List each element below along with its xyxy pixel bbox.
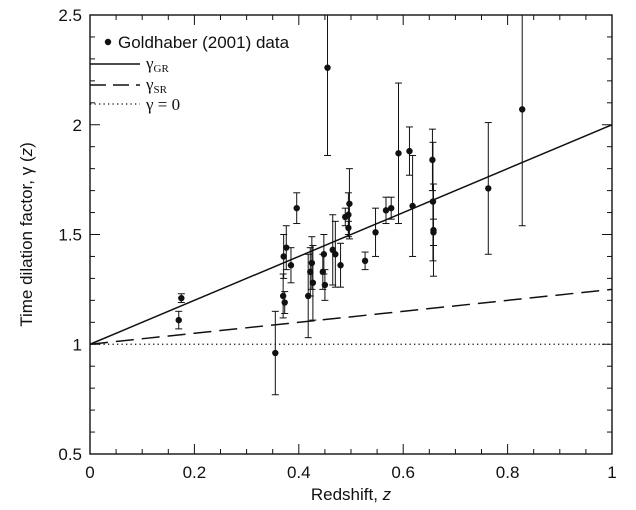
data-point	[175, 310, 183, 330]
legend: Goldhaber (2001) data γGR γSR γ = 0	[90, 33, 290, 114]
data-point	[428, 128, 436, 192]
data-point	[293, 192, 301, 225]
data-marker	[309, 279, 317, 286]
data-point	[429, 141, 437, 262]
data-marker	[283, 244, 290, 251]
data-point	[372, 207, 380, 257]
data-point	[345, 168, 353, 240]
data-marker	[337, 262, 344, 269]
y-axis-label: Time dilation factor, γ (z)	[17, 142, 36, 327]
data-marker	[175, 316, 182, 324]
data-marker	[279, 292, 287, 300]
data-marker	[308, 259, 316, 267]
x-tick-label: 1	[607, 463, 616, 482]
y-tick-label: 1	[73, 335, 82, 354]
x-tick-label: 0	[85, 463, 94, 482]
legend-label-gr: γGR	[145, 54, 169, 75]
data-point	[405, 126, 413, 176]
data-point	[361, 251, 369, 271]
data-marker	[272, 349, 279, 357]
data-point	[287, 247, 295, 284]
y-tick-label: 0.5	[58, 445, 82, 464]
tick-labels: 0 0.2 0.4 0.6 0.8 1 0.5 1 1.5 2 2.5	[58, 6, 616, 482]
data-marker	[429, 198, 437, 205]
data-point	[429, 183, 437, 277]
data-point	[320, 234, 328, 275]
x-tick-label: 0.2	[183, 463, 207, 482]
data-marker	[519, 106, 526, 113]
data-marker	[361, 257, 369, 265]
data-point	[344, 220, 352, 235]
data-marker	[178, 294, 185, 302]
data-marker	[345, 211, 352, 218]
gamma-sr-line	[90, 288, 612, 345]
data-marker	[430, 226, 437, 234]
data-marker	[372, 229, 379, 236]
data-marker	[281, 299, 288, 306]
data-marker	[382, 207, 390, 214]
data-point	[309, 244, 317, 321]
x-tick-label: 0.4	[287, 463, 311, 482]
data-marker	[485, 185, 492, 192]
data-point	[409, 154, 417, 257]
data-point	[280, 234, 288, 279]
data-marker	[287, 262, 295, 269]
x-axis-label: Redshift, z	[311, 485, 392, 504]
legend-marker-data	[104, 38, 112, 46]
data-marker	[332, 251, 339, 258]
data-marker	[324, 64, 331, 71]
legend-label-data: Goldhaber (2001) data	[118, 33, 290, 52]
y-tick-label: 2	[73, 116, 82, 135]
data-marker	[395, 150, 402, 157]
data-marker	[320, 251, 328, 258]
data-marker	[293, 204, 300, 212]
data-marker	[429, 156, 436, 164]
data-point	[324, 15, 332, 156]
data-marker	[321, 281, 329, 289]
data-marker	[387, 204, 395, 212]
y-tick-label: 2.5	[58, 6, 82, 25]
data-point	[281, 291, 289, 315]
x-tick-label: 0.6	[391, 463, 415, 482]
data-point	[282, 225, 290, 271]
data-points	[175, 15, 526, 396]
data-marker	[406, 147, 413, 155]
data-point	[279, 273, 287, 319]
data-point	[177, 293, 185, 304]
data-point	[337, 242, 345, 288]
data-point	[321, 269, 329, 301]
data-point	[271, 310, 279, 396]
plot-frame	[89, 14, 613, 455]
data-point	[395, 82, 403, 225]
data-marker	[280, 253, 287, 260]
data-marker	[409, 202, 416, 210]
data-marker	[345, 224, 352, 232]
data-point	[518, 15, 526, 227]
data-point	[331, 220, 339, 288]
legend-label-sr: γSR	[145, 75, 168, 96]
data-point	[387, 196, 395, 220]
data-point	[484, 122, 492, 255]
y-tick-label: 1.5	[58, 226, 82, 245]
legend-label-gamma-zero: γ = 0	[145, 95, 180, 114]
x-tick-label: 0.8	[496, 463, 520, 482]
data-marker	[346, 200, 353, 207]
